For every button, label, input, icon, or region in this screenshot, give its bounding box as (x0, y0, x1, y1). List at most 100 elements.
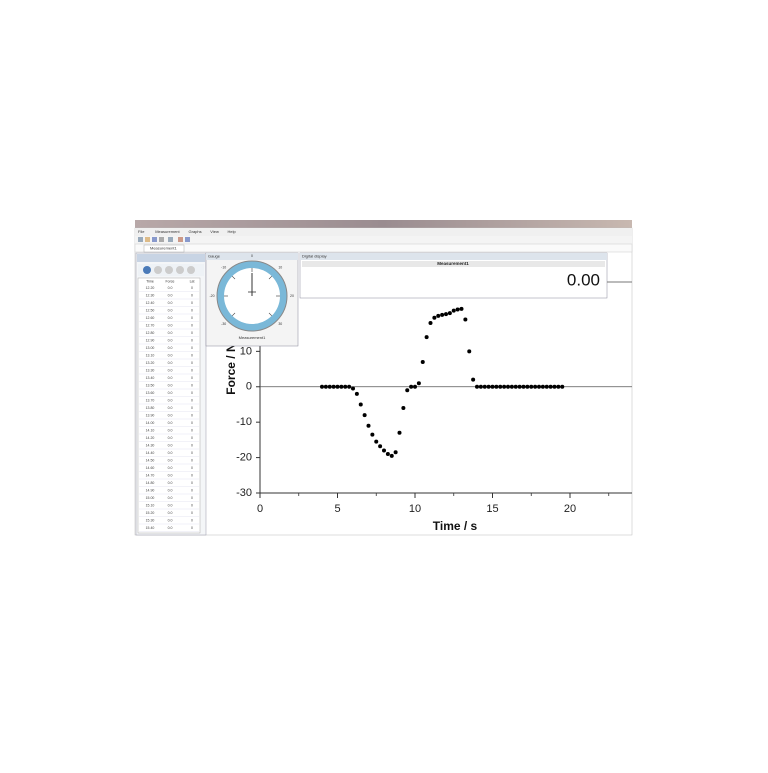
cell: 0.0 (168, 383, 173, 387)
cell: 13.50 (146, 383, 155, 387)
cell: 12.70 (146, 323, 155, 327)
cell: 14.90 (146, 488, 155, 492)
menu-item[interactable]: File (138, 229, 145, 234)
data-point (416, 381, 421, 386)
x-tick-label: 10 (409, 503, 421, 515)
data-point (560, 384, 565, 389)
gauge-scale: -30 -20 -10 0 10 20 30 (209, 254, 294, 326)
cell: 14.70 (146, 473, 155, 477)
data-point (413, 384, 417, 389)
x-tick-label: 15 (486, 503, 498, 515)
gauge-tick (268, 275, 273, 280)
cell: 0.0 (168, 353, 173, 357)
cell: 14.20 (146, 436, 155, 440)
cell: 12.20 (146, 286, 155, 290)
digital-value: 0.00 (567, 270, 600, 289)
cell: 0.0 (168, 406, 173, 410)
button[interactable] (187, 266, 195, 274)
gauge-label: Measurement1 (239, 335, 266, 340)
button[interactable] (154, 266, 162, 274)
cell: 15.30 (146, 518, 155, 522)
toolbar (135, 236, 632, 244)
y-tick-label: 0 (246, 381, 252, 393)
cell: 14.80 (146, 481, 155, 485)
data-point (347, 384, 352, 389)
data-point (320, 384, 324, 389)
cell: 0.0 (168, 496, 173, 500)
toolbar-icons (138, 237, 190, 242)
cell: 0.0 (168, 346, 173, 350)
data-point (513, 384, 518, 389)
cell: 0 (191, 286, 193, 290)
cell: 0 (191, 481, 193, 485)
gauge-tick (268, 312, 273, 317)
cell: 0 (191, 308, 193, 312)
icon[interactable] (159, 237, 164, 242)
menu-bar (135, 228, 632, 236)
data-point (498, 384, 503, 389)
x-tick-label: 20 (564, 503, 576, 515)
data-point (455, 307, 460, 312)
cell: 15.00 (146, 496, 155, 500)
data-point (389, 453, 394, 458)
y-tick-label: -30 (236, 487, 252, 499)
gauge-title-bar (206, 253, 298, 260)
icon[interactable] (178, 237, 183, 242)
menu: File Measurement Graphs View Help (138, 229, 237, 234)
gauge-scale-label: 0 (251, 254, 253, 258)
cell: 0 (191, 331, 193, 335)
x-axis-label: Time / s (433, 519, 478, 533)
y-tick-label: -20 (236, 451, 252, 463)
data-point (552, 384, 557, 389)
data-point (482, 384, 487, 389)
table-toolbar (137, 254, 205, 262)
button[interactable] (143, 266, 151, 274)
cell: 0.0 (168, 301, 173, 305)
menu-item[interactable]: Graphs (189, 229, 202, 234)
cell: 0.0 (168, 458, 173, 462)
cell: 0.0 (168, 323, 173, 327)
icon[interactable] (145, 237, 150, 242)
cell: 0.0 (168, 316, 173, 320)
cell: 0 (191, 436, 193, 440)
cell: 0.0 (168, 376, 173, 380)
title-bar (135, 220, 632, 228)
data-point (506, 384, 510, 389)
gauge-title: Gauge (208, 254, 221, 259)
icon[interactable] (168, 237, 173, 242)
button[interactable] (176, 266, 184, 274)
data-point (529, 384, 534, 389)
gauge-tick (231, 275, 236, 280)
cell: 0.0 (168, 331, 173, 335)
menu-item[interactable]: Measurement (155, 229, 180, 234)
tab[interactable] (143, 244, 185, 253)
menu-item[interactable]: Help (228, 229, 237, 234)
cell: 14.00 (146, 421, 155, 425)
data-point (494, 384, 499, 389)
y-tick-label: -10 (236, 416, 252, 428)
cell: 14.10 (146, 428, 155, 432)
cell: 13.80 (146, 406, 155, 410)
cell: 0.0 (168, 466, 173, 470)
data-point (525, 384, 530, 389)
icon[interactable] (152, 237, 157, 242)
data-point (393, 450, 398, 455)
icon[interactable] (138, 237, 143, 242)
data-point (428, 321, 433, 326)
cell: 13.60 (146, 391, 155, 395)
menu-item[interactable]: View (210, 229, 219, 234)
cell: 0.0 (168, 293, 173, 297)
data-point (440, 312, 445, 317)
cell: 0 (191, 323, 193, 327)
button[interactable] (165, 266, 173, 274)
data-point (354, 391, 359, 396)
cell: 0 (191, 346, 193, 350)
data-point (444, 312, 448, 317)
data-point (509, 384, 514, 389)
cell: 13.20 (146, 361, 155, 365)
icon[interactable] (185, 237, 190, 242)
cell: 13.10 (146, 353, 155, 357)
cell: 0.0 (168, 413, 173, 417)
tab-label: Measurement1 (150, 246, 177, 251)
data-point (397, 430, 402, 435)
